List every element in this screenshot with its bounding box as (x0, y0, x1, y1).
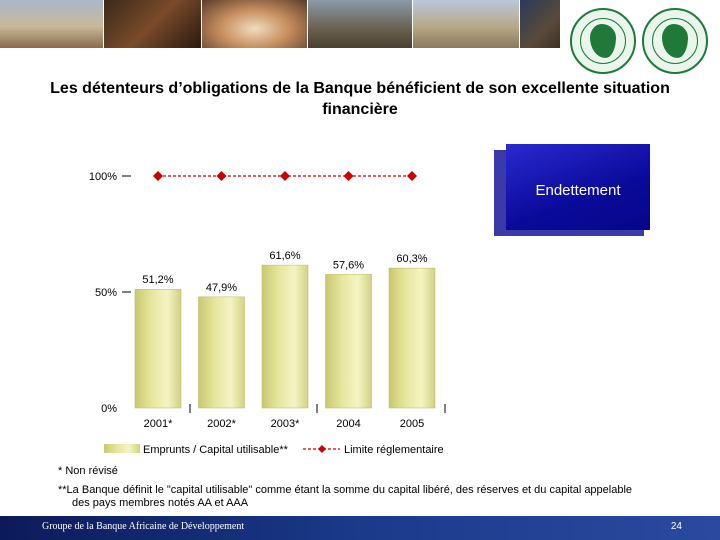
shell-photo (202, 0, 308, 48)
x-tick-label: 2002* (207, 418, 236, 430)
legend-swatch-bar (104, 444, 140, 453)
legend-label-line: Limite réglementaire (344, 444, 444, 456)
data-label: 47,9% (206, 282, 237, 294)
y-tick-label: 100% (89, 171, 117, 183)
building-photo (0, 0, 104, 48)
machinery-photo (308, 0, 413, 48)
x-tick-label: 2003* (271, 418, 300, 430)
limit-marker (153, 171, 163, 181)
children-photo (104, 0, 202, 48)
data-label: 61,6% (269, 250, 300, 262)
afdb-seal-right (642, 8, 708, 74)
y-tick-label: 0% (101, 403, 117, 415)
note-unrevised: * Non révisé (58, 465, 118, 477)
limit-marker (343, 171, 354, 181)
data-label: 60,3% (396, 253, 427, 265)
slide-title: Les détenteurs d’obligations de la Banqu… (50, 80, 670, 118)
data-label: 57,6% (333, 259, 364, 271)
x-tick-label: 2005 (400, 418, 424, 430)
limit-marker (407, 171, 417, 181)
legend-label-bar: Emprunts / Capital utilisable** (143, 444, 289, 456)
y-tick-label: 50% (95, 287, 117, 299)
bar-2003 (261, 264, 309, 409)
x-tick-label: 2004 (336, 418, 360, 430)
legend-marker-line (318, 445, 326, 453)
data-label: 51,2% (142, 274, 173, 286)
x-tick-label: 2001* (144, 418, 173, 430)
footer-org-name: Groupe de la Banque Africaine de Dévelop… (42, 521, 245, 532)
photo-banner (0, 0, 720, 48)
endettement-box: Endettement (506, 144, 650, 230)
limit-marker (280, 171, 290, 181)
bar-2002 (198, 296, 245, 409)
afdb-logo (560, 0, 720, 80)
limit-marker (216, 171, 227, 181)
bar-2004 (325, 274, 372, 409)
bar-2001 (134, 288, 182, 409)
page-number: 24 (670, 521, 682, 532)
bar-2005 (388, 267, 436, 409)
afdb-seal-left (570, 8, 636, 74)
footer-bar: Groupe de la Banque Africaine de Dévelop… (0, 516, 720, 540)
note-usable-capital: **La Banque définit le "capital utilisab… (58, 484, 633, 509)
town-photo (413, 0, 520, 48)
